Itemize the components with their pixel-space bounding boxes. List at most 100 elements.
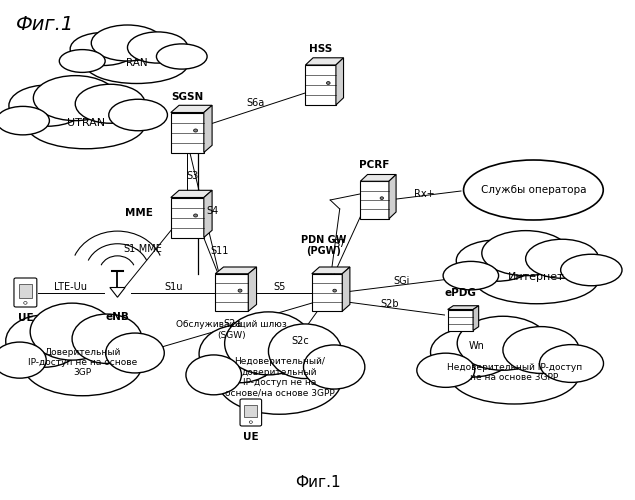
Text: PDN GW
(PGW): PDN GW (PGW) bbox=[301, 234, 347, 256]
Ellipse shape bbox=[156, 44, 207, 69]
Ellipse shape bbox=[464, 160, 603, 220]
Circle shape bbox=[194, 129, 197, 132]
Text: Фиг.1: Фиг.1 bbox=[16, 15, 74, 34]
Polygon shape bbox=[215, 274, 248, 311]
Ellipse shape bbox=[199, 325, 279, 383]
Text: S5: S5 bbox=[274, 282, 286, 292]
Ellipse shape bbox=[186, 355, 241, 395]
Text: HSS: HSS bbox=[309, 44, 332, 54]
Ellipse shape bbox=[474, 255, 599, 304]
Polygon shape bbox=[305, 65, 336, 105]
Polygon shape bbox=[204, 106, 212, 152]
Polygon shape bbox=[204, 190, 212, 238]
Ellipse shape bbox=[9, 85, 86, 126]
Text: UTRAN: UTRAN bbox=[67, 118, 105, 128]
Ellipse shape bbox=[76, 84, 145, 123]
Ellipse shape bbox=[457, 316, 549, 370]
Ellipse shape bbox=[456, 240, 537, 281]
Text: S2c: S2c bbox=[291, 336, 309, 346]
Text: S2a: S2a bbox=[224, 319, 242, 329]
Text: S3: S3 bbox=[186, 171, 199, 181]
Polygon shape bbox=[473, 306, 479, 330]
Text: ePDG: ePDG bbox=[444, 288, 476, 298]
Text: UE: UE bbox=[18, 313, 33, 323]
Polygon shape bbox=[305, 58, 344, 65]
Text: UE: UE bbox=[243, 432, 258, 442]
Ellipse shape bbox=[30, 303, 114, 360]
Text: RAN: RAN bbox=[126, 58, 147, 68]
Circle shape bbox=[326, 82, 330, 84]
Ellipse shape bbox=[70, 32, 137, 66]
Ellipse shape bbox=[109, 99, 168, 130]
Polygon shape bbox=[389, 174, 396, 219]
Text: eNB: eNB bbox=[105, 312, 130, 322]
Polygon shape bbox=[215, 267, 257, 274]
Polygon shape bbox=[171, 112, 204, 152]
Text: S1u: S1u bbox=[164, 282, 183, 292]
Polygon shape bbox=[248, 267, 257, 311]
Text: Интернет: Интернет bbox=[508, 272, 565, 282]
Text: S7: S7 bbox=[333, 239, 346, 249]
Text: Обслуживающий шлюз
(SGW): Обслуживающий шлюз (SGW) bbox=[177, 320, 287, 340]
Circle shape bbox=[333, 289, 337, 292]
Ellipse shape bbox=[217, 346, 342, 414]
Text: LTE-Uu: LTE-Uu bbox=[54, 282, 87, 292]
Ellipse shape bbox=[0, 342, 46, 378]
Ellipse shape bbox=[225, 312, 312, 375]
Text: Rx+: Rx+ bbox=[414, 189, 434, 199]
Text: Доверительный
IP-доступ не на основе
3GP: Доверительный IP-доступ не на основе 3GP bbox=[28, 348, 137, 378]
Text: S11: S11 bbox=[210, 246, 228, 256]
Ellipse shape bbox=[91, 25, 164, 61]
Ellipse shape bbox=[526, 240, 599, 278]
Ellipse shape bbox=[482, 230, 570, 276]
Ellipse shape bbox=[417, 353, 475, 388]
Polygon shape bbox=[110, 288, 125, 297]
Ellipse shape bbox=[503, 326, 579, 374]
Ellipse shape bbox=[6, 315, 83, 367]
Ellipse shape bbox=[59, 50, 105, 72]
Ellipse shape bbox=[23, 334, 142, 396]
Ellipse shape bbox=[128, 32, 188, 63]
Text: SGi: SGi bbox=[393, 276, 410, 286]
Ellipse shape bbox=[269, 324, 342, 378]
Ellipse shape bbox=[450, 346, 579, 404]
Text: SGSN: SGSN bbox=[171, 92, 203, 102]
Text: MME: MME bbox=[124, 208, 152, 218]
Text: PCRF: PCRF bbox=[359, 160, 390, 170]
Polygon shape bbox=[361, 181, 389, 219]
Circle shape bbox=[194, 214, 197, 217]
Polygon shape bbox=[448, 306, 479, 310]
Ellipse shape bbox=[27, 100, 145, 149]
Circle shape bbox=[23, 302, 27, 304]
Text: Фиг.1: Фиг.1 bbox=[295, 475, 340, 490]
FancyBboxPatch shape bbox=[240, 399, 262, 426]
Ellipse shape bbox=[72, 314, 142, 364]
Ellipse shape bbox=[0, 106, 50, 135]
Circle shape bbox=[380, 197, 384, 200]
Text: Wn: Wn bbox=[469, 341, 484, 351]
Ellipse shape bbox=[431, 328, 514, 377]
Polygon shape bbox=[312, 267, 350, 274]
Circle shape bbox=[238, 289, 242, 292]
Text: Службы оператора: Службы оператора bbox=[481, 185, 586, 195]
Ellipse shape bbox=[105, 333, 164, 373]
Polygon shape bbox=[171, 190, 212, 198]
Text: Недоверительный/
доверительный
IP-доступ не на
основе/на основе 3GPP: Недоверительный/ доверительный IP-доступ… bbox=[225, 358, 334, 398]
Polygon shape bbox=[312, 274, 342, 311]
Ellipse shape bbox=[33, 76, 117, 120]
Text: S2b: S2b bbox=[380, 299, 399, 309]
Ellipse shape bbox=[540, 344, 603, 383]
Polygon shape bbox=[342, 267, 350, 311]
Polygon shape bbox=[336, 58, 344, 105]
FancyBboxPatch shape bbox=[14, 278, 37, 307]
Text: S1-MME: S1-MME bbox=[123, 244, 163, 254]
Ellipse shape bbox=[561, 254, 622, 286]
Text: S6a: S6a bbox=[247, 98, 265, 108]
FancyBboxPatch shape bbox=[244, 405, 257, 417]
Polygon shape bbox=[171, 106, 212, 112]
Circle shape bbox=[249, 421, 253, 424]
Polygon shape bbox=[448, 310, 473, 330]
Ellipse shape bbox=[304, 345, 365, 389]
Ellipse shape bbox=[443, 262, 498, 290]
Text: S4: S4 bbox=[206, 206, 218, 216]
